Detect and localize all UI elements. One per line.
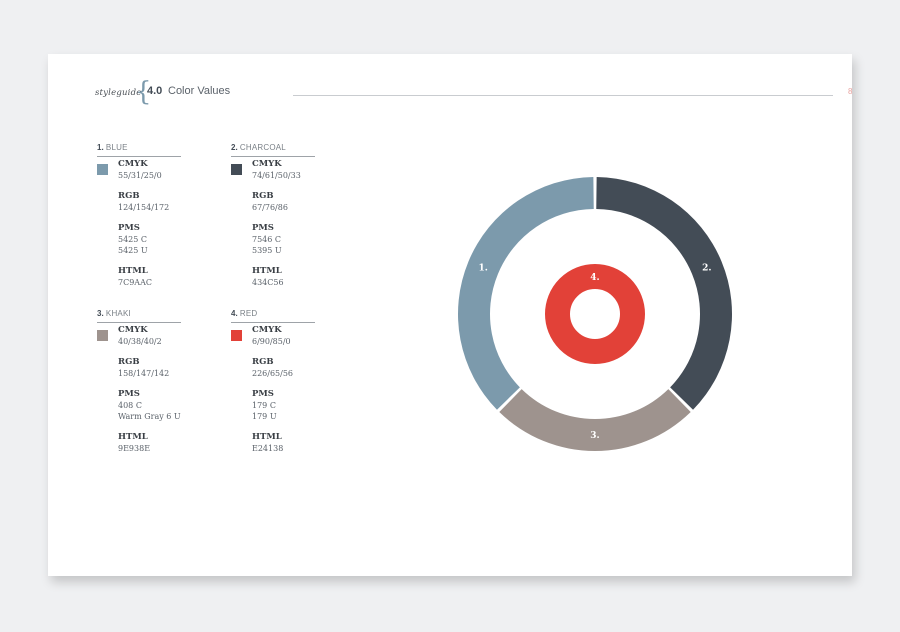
spec-html: HTML E24138 <box>252 432 372 454</box>
spec-value: 9E938E <box>118 444 151 453</box>
donut-svg: 2. 3. 1. 4. <box>458 177 732 451</box>
spec-rgb: RGB 67/76/86 <box>252 191 372 213</box>
color-number: 1. <box>97 143 104 152</box>
spec-value: Warm Gray 6 U <box>118 412 181 421</box>
color-chip <box>97 164 108 175</box>
spec-html: HTML 434C56 <box>252 266 372 288</box>
section-number: 4.0 <box>147 85 163 97</box>
spec-label: CMYK <box>252 325 282 335</box>
color-block-heading: 4. RED <box>231 309 315 323</box>
spec-value: 74/61/50/33 <box>252 171 301 180</box>
spec-pms: PMS 179 C 179 U <box>252 389 372 422</box>
color-name: RED <box>239 309 258 318</box>
color-specs: CMYK 6/90/85/0 RGB 226/65/56 PMS 179 C 179 U HT… <box>252 325 372 464</box>
spec-label: PMS <box>252 389 274 399</box>
spec-html: HTML 9E938E <box>118 432 238 454</box>
spec-label: HTML <box>252 432 282 442</box>
page-number: 8 <box>848 87 853 96</box>
section-title: Color Values <box>168 85 231 97</box>
color-block-red: 4. RED CMYK 6/90/85/0 RGB 226/65/56 PMS 179 C 1… <box>231 309 315 453</box>
color-block-heading: 3. KHAKI <box>97 309 181 323</box>
color-chip <box>231 164 242 175</box>
spec-label: HTML <box>118 432 148 442</box>
spec-pms: PMS 408 C Warm Gray 6 U <box>118 389 238 422</box>
color-specs: CMYK 40/38/40/2 RGB 158/147/142 PMS 408 C Warm… <box>118 325 238 464</box>
spec-pms: PMS 5425 C 5425 U <box>118 223 238 256</box>
spec-value: 7546 C <box>252 235 282 244</box>
color-block-blue: 1. BLUE CMYK 55/31/25/0 RGB 124/154/172 PMS 54… <box>97 143 181 287</box>
spec-value: 158/147/142 <box>118 369 170 378</box>
color-specs: CMYK 74/61/50/33 RGB 67/76/86 PMS 7546 C 5395 … <box>252 159 372 298</box>
spec-cmyk: CMYK 74/61/50/33 <box>252 159 372 181</box>
spec-pms: PMS 7546 C 5395 U <box>252 223 372 256</box>
color-block-heading: 2. CHARCOAL <box>231 143 315 157</box>
spec-value: 408 C <box>118 401 142 410</box>
spec-label: CMYK <box>252 159 282 169</box>
spec-value: 179 C <box>252 401 276 410</box>
donut-segment-label: 1. <box>479 264 488 274</box>
color-block-heading: 1. BLUE <box>97 143 181 157</box>
brace-glyph: { <box>135 77 152 107</box>
color-chip <box>97 330 108 341</box>
spec-value: 124/154/172 <box>118 203 170 212</box>
donut-segment-label: 2. <box>702 264 711 274</box>
donut-segment-2 <box>499 389 691 451</box>
spec-value: 5425 U <box>118 246 148 255</box>
donut-segment-1 <box>596 177 732 410</box>
spec-label: PMS <box>118 223 140 233</box>
color-number: 2. <box>231 143 238 152</box>
spec-label: CMYK <box>118 325 148 335</box>
spec-label: RGB <box>252 357 274 367</box>
color-block-charcoal: 2. CHARCOAL CMYK 74/61/50/33 RGB 67/76/86 PMS… <box>231 143 315 287</box>
color-name: BLUE <box>105 143 128 152</box>
brand-wordmark: styleguide <box>95 88 142 98</box>
spec-label: HTML <box>252 266 282 276</box>
spec-label: RGB <box>118 191 140 201</box>
color-number: 4. <box>231 309 238 318</box>
spec-rgb: RGB 226/65/56 <box>252 357 372 379</box>
spec-label: RGB <box>252 191 274 201</box>
color-name: KHAKI <box>105 309 131 318</box>
color-chip <box>231 330 242 341</box>
spec-value: 226/65/56 <box>252 369 294 378</box>
spec-label: PMS <box>252 223 274 233</box>
spec-label: HTML <box>118 266 148 276</box>
spec-value: 7C9AAC <box>118 278 152 287</box>
donut-segment-label: 3. <box>590 431 599 441</box>
spec-value: 179 U <box>252 412 277 421</box>
spec-value: E24138 <box>252 444 284 453</box>
styleguide-page: styleguide { 4.0 Color Values 8 1. BLUE C… <box>48 54 852 576</box>
color-donut-diagram: 2. 3. 1. 4. <box>455 174 735 454</box>
spec-cmyk: CMYK 6/90/85/0 <box>252 325 372 347</box>
spec-label: PMS <box>118 389 140 399</box>
spec-value: 5425 C <box>118 235 148 244</box>
spec-rgb: RGB 124/154/172 <box>118 191 238 213</box>
spec-rgb: RGB 158/147/142 <box>118 357 238 379</box>
spec-value: 434C56 <box>252 278 284 287</box>
spec-value: 5395 U <box>252 246 282 255</box>
spec-cmyk: CMYK 40/38/40/2 <box>118 325 238 347</box>
color-number: 3. <box>97 309 104 318</box>
spec-value: 67/76/86 <box>252 203 288 212</box>
spec-value: 6/90/85/0 <box>252 337 291 346</box>
spec-value: 40/38/40/2 <box>118 337 162 346</box>
inner-ring <box>545 264 645 364</box>
spec-cmyk: CMYK 55/31/25/0 <box>118 159 238 181</box>
color-specs: CMYK 55/31/25/0 RGB 124/154/172 PMS 5425 C 542… <box>118 159 238 298</box>
spec-label: CMYK <box>118 159 148 169</box>
spec-html: HTML 7C9AAC <box>118 266 238 288</box>
spec-label: RGB <box>118 357 140 367</box>
inner-ring-label: 4. <box>590 273 599 283</box>
color-name: CHARCOAL <box>239 143 286 152</box>
donut-segment-0 <box>458 177 594 410</box>
color-block-khaki: 3. KHAKI CMYK 40/38/40/2 RGB 158/147/142 PMS 4… <box>97 309 181 453</box>
spec-value: 55/31/25/0 <box>118 171 162 180</box>
page-header: styleguide { 4.0 Color Values 8 <box>95 79 852 109</box>
header-rule <box>293 95 833 96</box>
